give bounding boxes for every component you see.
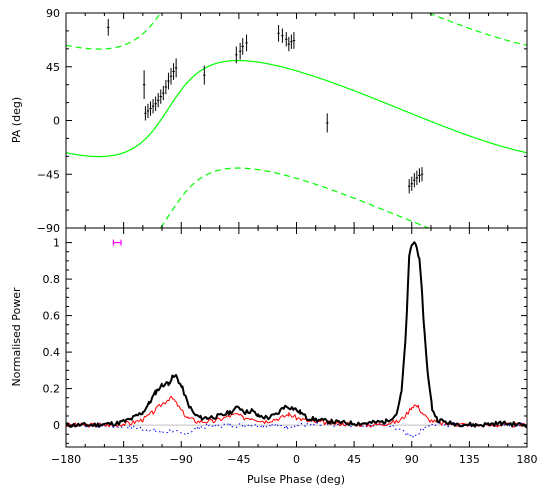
profile-x-tick-label: −90 [170,453,193,466]
circular-polarization-curve [66,422,527,438]
pa-y-tick-label: 45 [46,61,60,74]
profile-axis-tick-labels: 0 0.2 0.4 0.6 0.8 1 −180 −135 −90 −45 0 45 90 135 180 [43,237,538,466]
profile-x-tick-label: 0 [293,453,300,466]
pa-panel: 90 45 0 −45 −90 PA (deg) [10,7,528,235]
pa-y-tick-label: −45 [37,168,60,181]
profile-y-tick-label: 0.8 [43,273,61,286]
pa-ylabel: PA (deg) [10,97,23,143]
rvm-curve-orthogonal [428,13,527,46]
profile-ylabel: Normalised Power [10,287,23,387]
total-intensity-curve [66,241,527,428]
profile-x-tick-label: −45 [227,453,250,466]
profile-xlabel: Pulse Phase (deg) [247,473,345,486]
rvm-curve-orthogonal [66,13,161,50]
profile-y-tick-label: 0.4 [43,346,61,359]
profile-x-tick-label: −135 [109,453,139,466]
profile-curves [66,241,527,438]
pa-y-tick-label: 0 [53,115,60,128]
profile-y-tick-label: 1 [53,237,60,250]
pa-y-tick-label: −90 [37,222,60,235]
rvm-curve [66,59,527,158]
rvm-curve-orthogonal [160,167,429,228]
profile-panel-frame [65,227,528,448]
resolution-bar [112,239,122,246]
profile-y-tick-label: 0.2 [43,383,61,396]
profile-x-tick-label: −180 [51,453,81,466]
profile-x-tick-label: 45 [347,453,361,466]
pa-axis-tick-labels: 90 45 0 −45 −90 [37,7,60,235]
profile-x-tick-label: 135 [459,453,480,466]
rvm-curves [66,13,527,228]
pa-points [107,18,424,194]
pa-panel-frame [65,12,528,229]
profile-y-tick-label: 0.6 [43,310,61,323]
profile-x-tick-label: 90 [405,453,419,466]
profile-x-tick-label: 180 [517,453,538,466]
profile-y-tick-label: 0 [53,419,60,432]
pa-axis-ticks [65,12,528,229]
pa-y-tick-label: 90 [46,7,60,20]
profile-panel: 00.20.40.60.81−180 −135 −90 −45 0 45 90 135 180 … [10,227,538,486]
profile-axis-ticks [65,228,528,447]
